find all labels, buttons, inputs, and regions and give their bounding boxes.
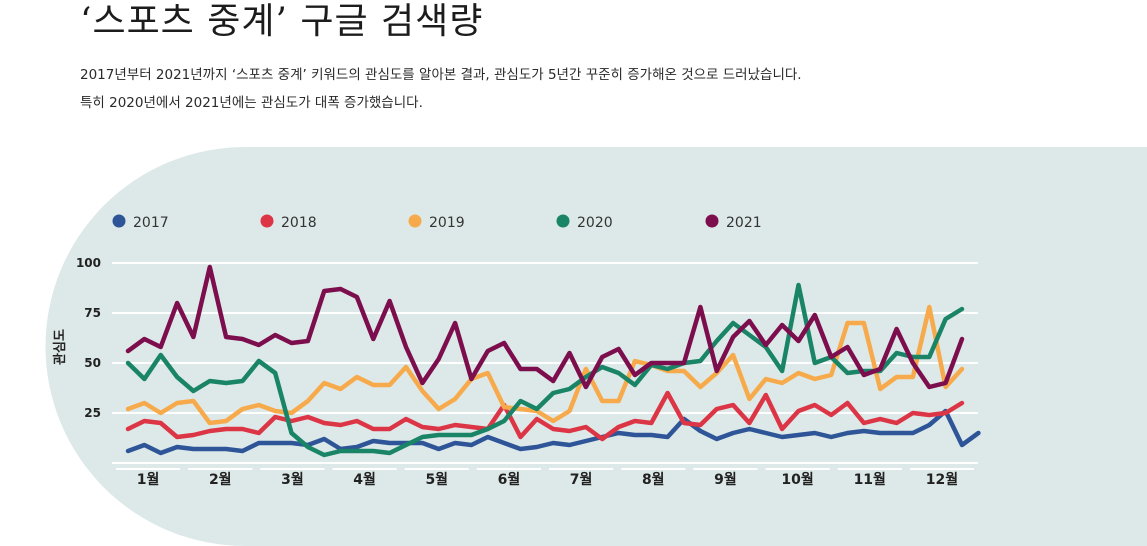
legend-label-2019: 2019 (429, 215, 465, 231)
x-tick-label: 10월 (781, 471, 813, 488)
series-line-2019 (125, 304, 965, 426)
y-tick-label: 50 (84, 356, 101, 370)
y-axis-ticks: 25 50 75 100 (76, 256, 101, 420)
legend-marker-2020 (556, 214, 570, 228)
legend-marker-2017 (112, 214, 126, 228)
legend-label-2020: 2020 (577, 215, 613, 231)
page-title: ‘스포츠 중계’ 구글 검색량 (80, 1, 484, 42)
legend-marker-2021 (705, 214, 719, 228)
x-tick-label: 3월 (281, 471, 304, 488)
x-tick-label: 11월 (854, 471, 886, 488)
series-line-2017 (125, 408, 981, 456)
y-tick-label: 25 (84, 406, 101, 420)
x-tick-label: 5월 (425, 471, 448, 488)
legend-label-2018: 2018 (281, 215, 317, 231)
series-line-2020 (125, 282, 965, 458)
x-tick-label: 7월 (570, 471, 593, 488)
legend-marker-2018 (260, 214, 274, 228)
x-tick-label: 9월 (714, 471, 737, 488)
x-tick-label: 12월 (926, 471, 958, 488)
y-tick-label: 75 (84, 306, 101, 320)
y-axis-label: 관심도 (52, 329, 68, 365)
series-lines (125, 264, 981, 458)
legend: 2017 2018 2019 2020 2021 (112, 214, 762, 231)
x-tick-label: 4월 (353, 471, 376, 488)
x-tick-label: 6월 (498, 471, 521, 488)
description-line-2: 특히 2020년에서 2021년에는 관심도가 대폭 증가했습니다. (80, 95, 423, 111)
description-line-1: 2017년부터 2021년까지 ‘스포츠 중계’ 키워드의 관심도를 알아본 결… (80, 67, 802, 83)
series-line-2021 (125, 264, 965, 390)
legend-marker-2019 (408, 214, 422, 228)
x-axis-ticks: 1월 2월 3월 4월 5월 6월 7월 8월 9월 10월 11월 12월 (116, 468, 974, 488)
x-tick-label: 1월 (137, 471, 160, 488)
legend-label-2017: 2017 (133, 215, 169, 231)
y-tick-label: 100 (76, 256, 101, 270)
x-tick-label: 8월 (642, 471, 665, 488)
x-tick-label: 2월 (209, 471, 232, 488)
chart-background-panel (45, 147, 1147, 546)
series-line-2018 (125, 390, 965, 442)
legend-label-2021: 2021 (726, 215, 762, 231)
